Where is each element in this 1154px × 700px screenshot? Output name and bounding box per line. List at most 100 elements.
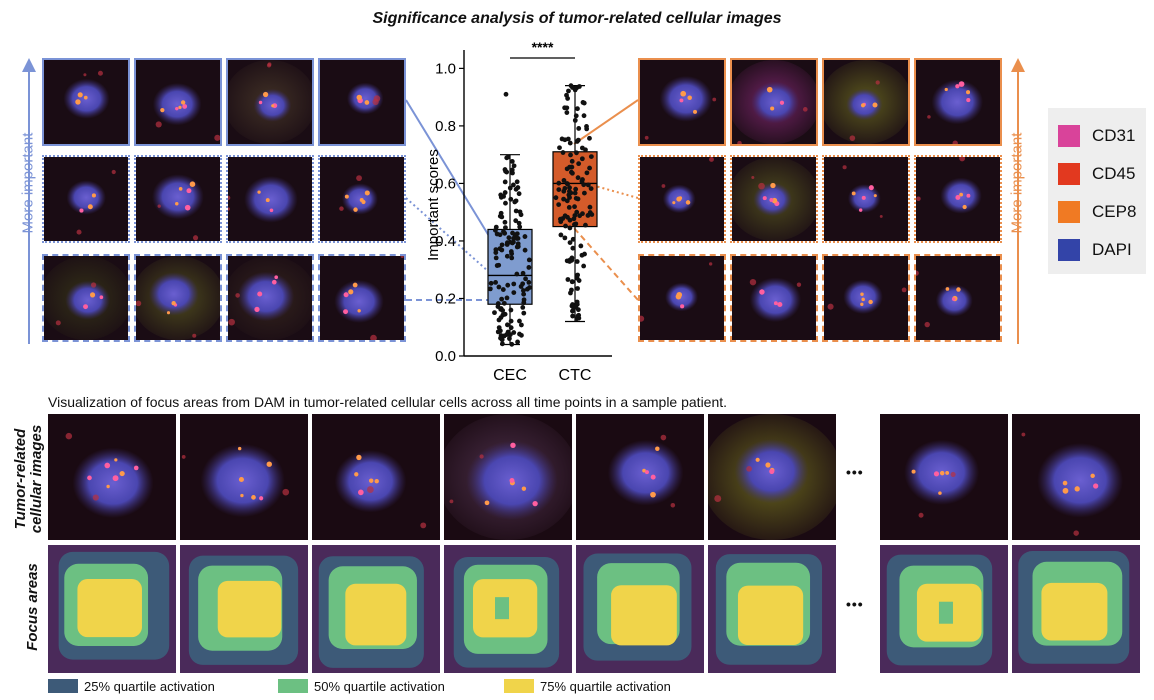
ctc-cell-image [638, 254, 726, 342]
data-point [575, 272, 581, 278]
ctc-cell-image [730, 58, 818, 146]
legend-swatch-cep8 [1058, 201, 1080, 223]
data-point [514, 244, 520, 250]
data-point [589, 212, 595, 217]
data-point [509, 255, 515, 261]
data-point [568, 152, 573, 158]
data-point [562, 213, 568, 219]
data-point [514, 179, 520, 185]
data-point [513, 218, 519, 224]
data-point [488, 280, 494, 286]
data-point [583, 147, 588, 153]
data-point [576, 161, 582, 167]
data-point [498, 315, 504, 321]
data-point [505, 154, 511, 160]
data-point [504, 295, 510, 301]
data-point [567, 240, 573, 245]
data-point [505, 282, 511, 288]
quartile-swatch-75 [504, 679, 534, 693]
data-point [502, 311, 508, 317]
data-point [510, 182, 516, 188]
data-point [518, 212, 524, 218]
data-point [581, 113, 587, 119]
quartile-legend-75: 75% quartile activation [504, 678, 671, 694]
data-point [508, 196, 514, 202]
data-point [585, 182, 591, 188]
data-point [493, 280, 498, 285]
data-point [506, 235, 512, 241]
data-point [500, 341, 505, 347]
focus-area-tile [48, 545, 176, 673]
data-point [574, 209, 580, 215]
data-point [574, 259, 580, 264]
cec-cell-image [134, 58, 222, 146]
y-tick-label: 0.0 [435, 348, 456, 365]
data-point [503, 200, 508, 206]
data-point [521, 291, 527, 297]
data-point [499, 296, 505, 302]
data-point [565, 277, 571, 282]
data-point [587, 204, 593, 210]
left-arrow-label: More important [19, 132, 37, 234]
data-point [512, 199, 518, 205]
data-point [584, 170, 590, 176]
data-point [522, 234, 528, 239]
data-point [517, 224, 523, 230]
legend-label: CD31 [1092, 126, 1136, 145]
data-point [580, 177, 585, 182]
data-point [585, 213, 591, 218]
y-tick-label: 0.2 [435, 290, 456, 307]
data-point [566, 204, 572, 210]
cellular-image-tile [180, 414, 308, 540]
ctc-cell-image [914, 155, 1002, 243]
cec-cell-image [318, 254, 406, 342]
ctc-cell-image [914, 58, 1002, 146]
data-point [492, 310, 497, 316]
data-point [511, 330, 517, 335]
ctc-cell-image [822, 155, 910, 243]
row-label-cellular-images: Tumor-related cellular images [12, 419, 47, 539]
data-point [569, 169, 574, 175]
data-point [573, 186, 579, 192]
data-point [584, 126, 590, 132]
focus-area-tile [708, 545, 836, 673]
legend-label: CD45 [1092, 164, 1136, 183]
data-point [557, 145, 562, 151]
data-point [569, 158, 575, 164]
legend-item-cd31: CD31 [1058, 124, 1135, 148]
ctc-cell-image [822, 254, 910, 342]
bottom-caption: Visualization of focus areas from DAM in… [48, 394, 728, 410]
data-point [573, 221, 579, 227]
data-point [498, 335, 503, 341]
data-point [553, 195, 559, 201]
data-point [574, 150, 579, 156]
data-point [517, 331, 522, 337]
data-point [502, 219, 508, 225]
data-point [575, 137, 581, 143]
legend-label: DAPI [1092, 240, 1132, 259]
ctc-cell-image [730, 254, 818, 342]
data-point [570, 236, 576, 242]
focus-area-tile [180, 545, 308, 673]
cellular-image-tile [312, 414, 440, 540]
cellular-image-tile [444, 414, 572, 540]
data-point [517, 318, 522, 324]
data-point [569, 279, 575, 285]
quartile-label: 75% quartile activation [540, 678, 671, 694]
data-point [556, 187, 562, 192]
cellular-image-tile [576, 414, 704, 540]
data-point [561, 177, 567, 183]
cellular-image-tile [880, 414, 1008, 540]
boxplot-svg: 0.0 0.2 0.4 0.6 0.8 1.0 Important scores CEC CTC… [425, 39, 612, 384]
data-point [561, 196, 567, 202]
data-point [565, 181, 571, 187]
data-point [558, 232, 564, 238]
data-point [573, 195, 579, 201]
data-point [514, 271, 520, 277]
data-point [575, 175, 581, 181]
data-point [562, 235, 568, 241]
data-point [502, 230, 508, 236]
ellipsis-top: ••• [846, 464, 864, 480]
cec-cell-image [226, 58, 314, 146]
data-point [508, 307, 514, 313]
